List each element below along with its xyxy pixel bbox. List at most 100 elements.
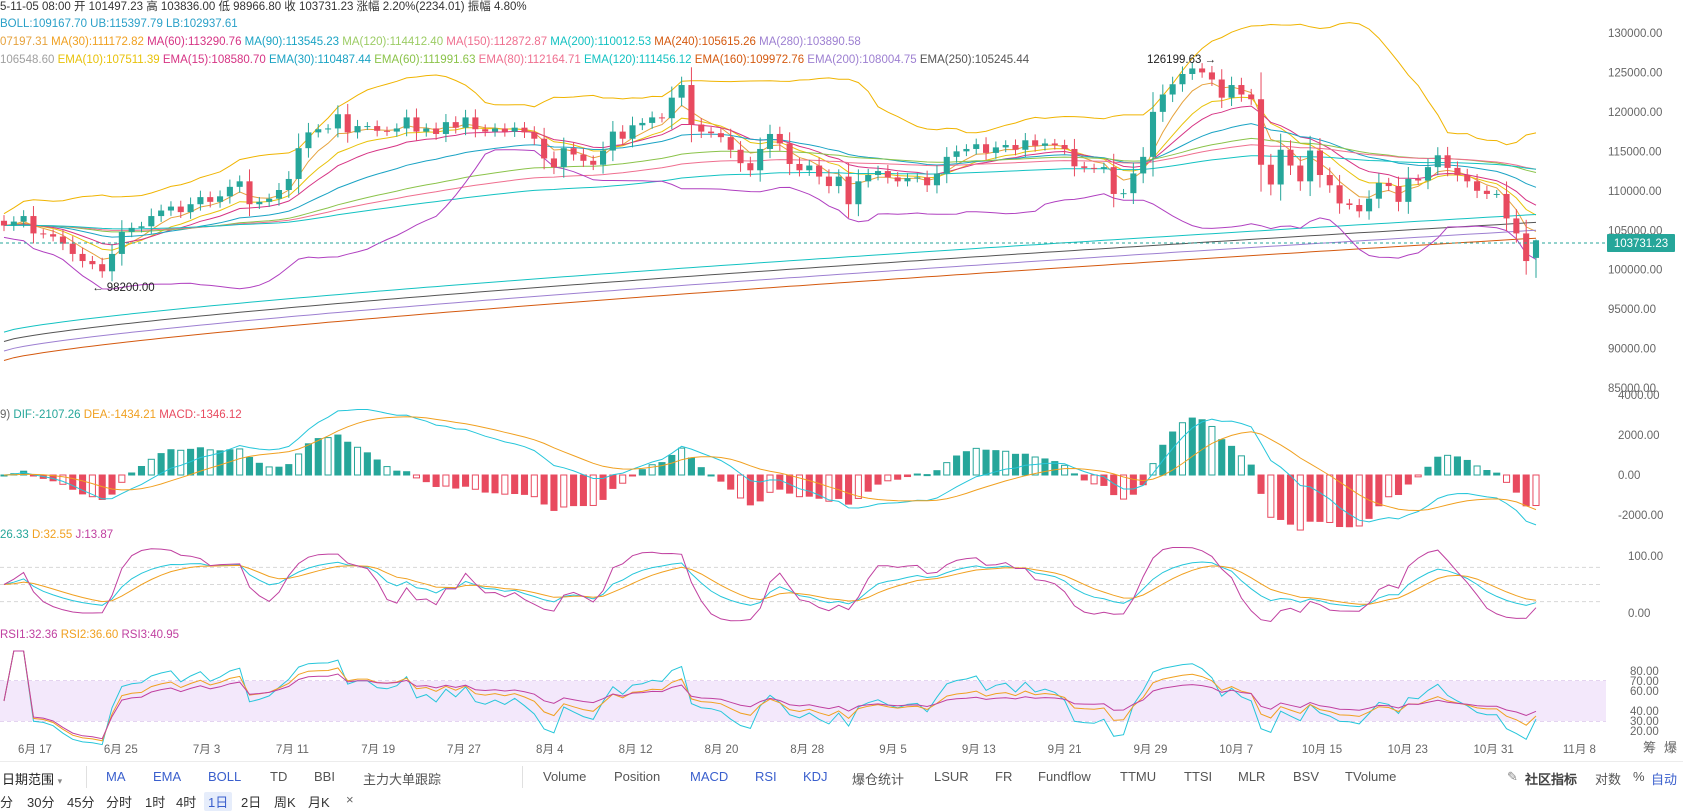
indicator-ema[interactable]: EMA [153,769,182,784]
candle-body [472,117,479,130]
indicator-value: DEA:-1434.21 [81,409,156,421]
indicator-ttmu[interactable]: TTMU [1120,769,1157,784]
macd-bar [815,474,823,499]
macd-bar [452,474,460,489]
tf-1d[interactable]: 1日 [204,792,233,811]
indicator-macd[interactable]: MACD [690,769,729,784]
indicator-bsv[interactable]: BSV [1293,769,1320,784]
macd-bar [520,474,529,495]
tf-45min[interactable]: 45分 [67,795,95,810]
macd-bar [1286,474,1295,525]
indicator-ttsi[interactable]: TTSI [1184,769,1213,784]
tf-1h[interactable]: 1时 [145,795,166,810]
macd-bar [137,465,146,476]
macd-tick-label: 0.00 [1618,470,1640,482]
indicator-position[interactable]: Position [614,769,661,784]
tf-30min[interactable]: 30分 [27,795,55,810]
macd-bar [805,474,813,497]
candle-body [541,138,548,159]
macd-bar [1051,461,1059,476]
time-tick-label: 8月 20 [704,744,738,756]
macd-bar [1021,453,1029,476]
candle-body [609,131,616,151]
rsi-band [0,681,1606,721]
indicator-bbi[interactable]: BBI [314,769,335,784]
indicator-lsur[interactable]: LSUR [934,769,969,784]
community-indicators-button[interactable]: 社区指标 [1525,772,1578,787]
tf-2d[interactable]: 2日 [241,795,262,810]
candle-body [79,253,86,262]
rsi-tick-label: 80.00 [1630,666,1659,678]
macd-bar [1316,474,1324,522]
indicator-td[interactable]: TD [270,769,288,784]
macd-bar [1424,466,1432,476]
macd-bar [1031,456,1039,476]
candle-body [1346,203,1353,206]
percent-scale-toggle[interactable]: % [1633,769,1645,784]
candle-body [59,236,66,244]
indicator-ma[interactable]: MA [106,769,126,784]
macd-bar [766,474,774,493]
candle-body [698,124,705,132]
tf-4h[interactable]: 4时 [176,795,197,810]
log-scale-toggle[interactable]: 对数 [1595,772,1622,787]
candle-body [1199,68,1206,73]
candle-body [1483,190,1490,194]
macd-bar [570,474,578,507]
candle-body [1189,68,1196,74]
indicator-fr[interactable]: FR [995,769,1013,784]
tf-intraday[interactable]: 分时 [106,795,133,810]
auto-scale-toggle[interactable]: 自动 [1651,772,1678,787]
candle-body [30,216,37,234]
ma-readout: 07197.31 MA(30):111172.82 MA(60):113290.… [0,36,861,48]
price-tick-label: 120000.00 [1608,107,1662,119]
kdj-tick-label: 100.00 [1628,551,1663,563]
date-range-button[interactable]: 日期范围 ▾ [2,769,62,788]
price-tick-label: 130000.00 [1608,28,1662,40]
indicator-tvolume[interactable]: TVolume [1345,769,1397,784]
candle-body [1405,178,1412,202]
time-tick-label: 10月 23 [1388,744,1428,756]
chevron-down-icon: ▾ [57,776,63,786]
ma-line-5 [3,82,1537,260]
indicator-fundflow[interactable]: Fundflow [1038,769,1091,784]
indicator-value: MA(60):113290.76 [144,36,242,48]
candle-body [992,147,999,153]
candle-body [933,173,940,186]
indicator-rsi[interactable]: RSI [755,769,777,784]
macd-bar [304,443,312,476]
tf-month[interactable]: 月K [308,795,330,810]
indicator-kdj[interactable]: KDJ [803,769,828,784]
edit-icon[interactable]: ✎ [1507,769,1518,784]
candle-body [1277,149,1284,185]
chart-area[interactable]: 130000.00 125000.00 120000.00 115000.00 1100… [0,0,1683,760]
macd-bar [462,474,470,487]
macd-bar [1296,474,1304,531]
tf-1min[interactable]: 分 [0,795,14,810]
macd-bar [962,451,970,476]
macd-bar [1247,464,1255,476]
candle-body [108,253,116,272]
macd-bar [295,453,303,476]
right-label-2: 爆 [1664,740,1677,755]
macd-bar [1394,474,1403,495]
indicator-liquidation[interactable]: 爆仓统计 [852,772,905,787]
macd-bar [717,474,725,482]
candle-body [658,117,666,119]
candle-body [354,126,361,133]
time-tick-label: 9月 21 [1048,744,1082,756]
indicator-mlr[interactable]: MLR [1238,769,1266,784]
price-tick-label: 95000.00 [1608,304,1656,316]
candle-body [1287,149,1294,166]
indicator-boll[interactable]: BOLL [208,769,242,784]
close-icon[interactable]: × [346,792,354,807]
indicator-value: EMA(250):105245.44 [917,54,1030,66]
indicator-main-order[interactable]: 主力大单跟踪 [363,772,442,787]
indicator-value: RSI3:40.95 [118,629,179,641]
time-tick-label: 6月 17 [18,744,52,756]
candle-body [423,128,430,132]
indicator-volume[interactable]: Volume [543,769,587,784]
candle-body [678,85,685,98]
tf-week[interactable]: 周K [274,795,296,810]
candle-body [737,149,744,164]
